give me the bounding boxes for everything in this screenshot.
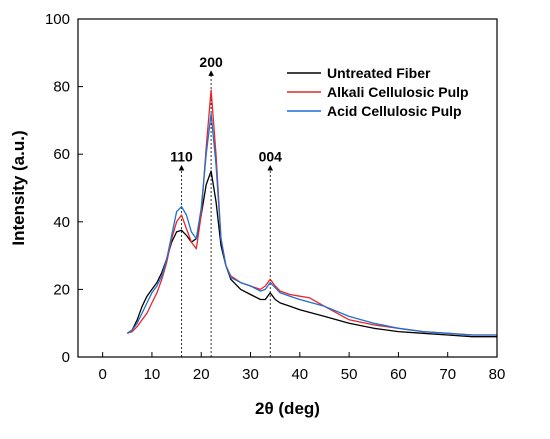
- x-tick-label: 10: [144, 366, 161, 383]
- x-tick-label: 70: [439, 366, 456, 383]
- y-axis-title: Intensity (a.u.): [9, 130, 28, 245]
- x-tick-label: 40: [291, 366, 308, 383]
- annotation-label: 110: [170, 149, 193, 165]
- legend-label-3: Acid Cellulosic Pulp: [327, 103, 462, 119]
- x-tick-label: 80: [489, 366, 506, 383]
- series-line-2: [127, 89, 497, 336]
- x-tick-label: 20: [193, 366, 210, 383]
- y-tick-label: 20: [53, 281, 70, 298]
- legend-label-2: Alkali Cellulosic Pulp: [327, 84, 469, 100]
- series-line-3: [126, 112, 497, 336]
- y-tick-label: 100: [45, 11, 70, 28]
- x-tick-label: 50: [341, 366, 358, 383]
- y-tick-label: 40: [53, 214, 70, 231]
- x-axis-title: 2θ (deg): [255, 399, 320, 418]
- legend-label-1: Untreated Fiber: [327, 65, 431, 81]
- x-tick-label: 30: [242, 366, 259, 383]
- x-tick-label: 0: [98, 366, 106, 383]
- y-tick-label: 0: [62, 349, 70, 366]
- annotation-label: 200: [199, 54, 223, 70]
- annotation-label: 004: [259, 149, 283, 165]
- y-tick-label: 60: [53, 146, 70, 163]
- series-line-1: [126, 170, 497, 338]
- x-tick-label: 60: [390, 366, 407, 383]
- plot-frame: [77, 18, 498, 358]
- y-tick-label: 80: [53, 79, 70, 96]
